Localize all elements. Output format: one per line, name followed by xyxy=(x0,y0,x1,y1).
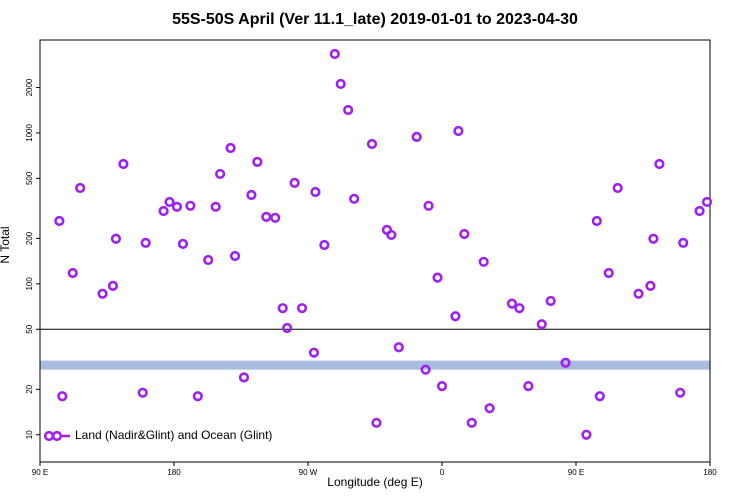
point xyxy=(459,228,470,240)
point xyxy=(203,254,214,266)
point xyxy=(349,193,360,204)
point xyxy=(612,182,623,194)
legend-marker xyxy=(51,430,63,442)
x-tick-label: 180 xyxy=(703,468,717,477)
point xyxy=(75,182,86,194)
point xyxy=(366,138,378,150)
y-tick-label: 50 xyxy=(25,324,34,333)
point xyxy=(594,391,605,402)
point xyxy=(110,233,122,244)
point xyxy=(215,168,226,180)
point xyxy=(296,303,308,314)
x-axis-label: Longitude (deg E) xyxy=(327,475,422,489)
point xyxy=(118,158,129,170)
point xyxy=(560,357,571,368)
point xyxy=(411,131,422,142)
point xyxy=(645,280,656,291)
point xyxy=(164,196,175,208)
point xyxy=(308,347,320,358)
x-tick-label: 0 xyxy=(440,468,445,477)
y-tick-label: 2000 xyxy=(25,78,34,96)
point xyxy=(252,156,263,167)
legend-marker xyxy=(43,430,55,442)
point xyxy=(545,295,556,307)
point xyxy=(466,417,477,428)
point xyxy=(478,256,489,267)
point xyxy=(603,267,614,279)
point xyxy=(107,280,119,291)
point xyxy=(371,417,382,428)
point xyxy=(270,212,281,223)
point xyxy=(450,311,461,322)
point xyxy=(210,201,221,212)
point xyxy=(393,342,404,353)
plot-frame xyxy=(39,39,711,463)
point xyxy=(54,215,65,227)
point xyxy=(523,381,534,392)
point xyxy=(158,205,169,217)
point xyxy=(694,205,705,217)
point xyxy=(654,158,665,170)
point xyxy=(506,298,518,309)
point xyxy=(536,319,547,330)
point xyxy=(261,211,272,222)
y-tick-label: 500 xyxy=(25,171,34,185)
x-tick-label: 90 E xyxy=(568,468,584,477)
point xyxy=(436,381,448,392)
point xyxy=(277,303,288,314)
point xyxy=(319,239,330,251)
y-tick-label: 10 xyxy=(25,430,34,439)
y-tick-label: 200 xyxy=(25,231,34,245)
y-tick-label: 100 xyxy=(25,277,34,291)
point xyxy=(335,78,346,90)
point xyxy=(140,237,151,248)
point xyxy=(675,387,686,398)
point xyxy=(453,125,464,137)
point xyxy=(386,229,397,241)
y-axis-label: N Total xyxy=(0,226,12,263)
point xyxy=(633,288,644,299)
point xyxy=(171,201,183,212)
point xyxy=(225,142,236,154)
point xyxy=(343,104,354,116)
point xyxy=(581,429,592,440)
point xyxy=(177,238,189,249)
point xyxy=(423,200,434,211)
point xyxy=(310,186,321,198)
point xyxy=(289,177,300,188)
point xyxy=(246,189,257,201)
point xyxy=(238,372,250,383)
point xyxy=(701,196,713,208)
point xyxy=(678,237,689,248)
point xyxy=(97,288,108,299)
legend-label: Land (Nadir&Glint) and Ocean (Glint) xyxy=(75,428,272,442)
point xyxy=(432,272,443,283)
point xyxy=(514,303,525,314)
band xyxy=(40,360,710,370)
y-tick-label: 20 xyxy=(25,384,34,393)
point xyxy=(185,200,196,211)
point xyxy=(67,267,78,279)
x-tick-label: 90 W xyxy=(299,468,318,477)
point xyxy=(137,387,148,398)
point xyxy=(484,403,495,414)
point xyxy=(57,391,68,402)
point xyxy=(192,391,203,402)
x-tick-label: 180 xyxy=(167,468,181,477)
y-tick-label: 1000 xyxy=(25,124,34,142)
point xyxy=(229,250,241,262)
point xyxy=(591,215,602,227)
point xyxy=(648,233,659,244)
point xyxy=(329,48,340,60)
x-tick-label: 90 E xyxy=(32,468,48,477)
point xyxy=(282,322,293,334)
point xyxy=(420,364,431,375)
chart-title: 55S-50S April (Ver 11.1_late) 2019-01-01… xyxy=(172,11,578,28)
